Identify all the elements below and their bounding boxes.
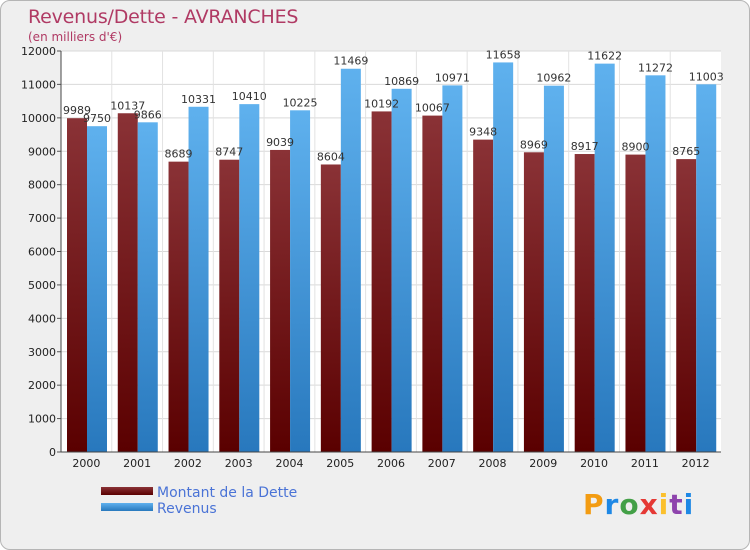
bar-debt-2000 — [67, 118, 87, 452]
bar-debt-2006 — [371, 111, 392, 453]
y-tick-label: 7000 — [28, 212, 56, 225]
logo-letter: r — [604, 488, 620, 521]
x-tick-label: 2010 — [580, 457, 608, 470]
y-tick-label: 10000 — [21, 112, 56, 125]
data-label-revenue-2012: 11003 — [689, 70, 724, 83]
bar-revenue-2011 — [645, 75, 666, 452]
y-tick-label: 8000 — [28, 179, 56, 192]
legend-label-debt: Montant de la Dette — [157, 485, 298, 501]
logo-letter: i — [658, 488, 670, 521]
bar-debt-2005 — [320, 164, 341, 452]
bar-revenue-2005 — [340, 68, 361, 452]
x-tick-label: 2005 — [326, 457, 354, 470]
bar-debt-2007 — [422, 115, 443, 452]
x-tick-label: 2002 — [174, 457, 202, 470]
data-label-debt-2004: 9039 — [266, 136, 294, 149]
data-label-revenue-2004: 10225 — [283, 96, 318, 109]
y-tick-label: 1000 — [28, 413, 56, 426]
data-label-revenue-2006: 10869 — [384, 75, 419, 88]
bar-revenue-2008 — [493, 62, 514, 453]
x-tick-label: 2008 — [479, 457, 507, 470]
bar-debt-2011 — [625, 154, 646, 452]
x-tick-label: 2004 — [275, 457, 303, 470]
bar-debt-2004 — [270, 149, 291, 452]
bar-revenue-2010 — [594, 63, 615, 452]
proxiti-logo: Proxiti — [583, 488, 694, 521]
bar-revenue-2007 — [442, 85, 463, 453]
data-label-revenue-2011: 11272 — [638, 61, 673, 74]
bar-revenue-2001 — [137, 122, 158, 453]
data-label-revenue-2007: 10971 — [435, 71, 470, 84]
bar-debt-2003 — [219, 159, 240, 453]
x-tick-label: 2003 — [225, 457, 253, 470]
x-tick-label: 2000 — [72, 457, 100, 470]
data-label-revenue-2000: 9750 — [83, 112, 111, 125]
logo-letter: o — [619, 488, 640, 521]
bar-debt-2008 — [473, 139, 494, 452]
y-tick-label: 12000 — [21, 45, 56, 58]
y-tick-label: 6000 — [28, 246, 56, 259]
logo-letter: P — [583, 488, 605, 521]
data-label-debt-2010: 8917 — [571, 140, 599, 153]
bar-revenue-2002 — [188, 106, 209, 453]
bar-revenue-2003 — [239, 104, 260, 452]
data-label-debt-2002: 8689 — [165, 148, 193, 161]
logo-letter: t — [669, 488, 684, 521]
data-label-debt-2011: 8900 — [621, 141, 649, 154]
data-label-debt-2009: 8969 — [520, 138, 548, 151]
y-tick-label: 11000 — [21, 78, 56, 91]
x-tick-label: 2007 — [428, 457, 456, 470]
legend-label-revenue: Revenus — [157, 501, 217, 517]
bar-revenue-2012 — [696, 84, 717, 453]
data-label-revenue-2010: 11622 — [587, 50, 622, 63]
legend-swatch-revenue — [101, 503, 153, 511]
data-label-debt-2008: 9348 — [469, 126, 497, 139]
y-tick-label: 2000 — [28, 379, 56, 392]
x-tick-label: 2006 — [377, 457, 405, 470]
y-tick-label: 4000 — [28, 312, 56, 325]
data-label-debt-2001: 10137 — [110, 99, 145, 112]
y-tick-label: 3000 — [28, 346, 56, 359]
bar-debt-2009 — [523, 152, 544, 452]
data-label-revenue-2009: 10962 — [536, 72, 571, 85]
data-label-revenue-2002: 10331 — [181, 93, 216, 106]
data-label-debt-2000: 9989 — [63, 104, 91, 117]
x-tick-label: 2012 — [682, 457, 710, 470]
logo-letter: i — [683, 488, 695, 521]
data-label-debt-2006: 10192 — [364, 97, 399, 110]
legend-swatch-debt — [101, 487, 153, 495]
data-label-debt-2007: 10067 — [415, 102, 450, 115]
logo-letter: x — [639, 488, 659, 521]
data-label-revenue-2005: 11469 — [333, 55, 368, 68]
x-tick-label: 2009 — [529, 457, 557, 470]
bar-debt-2012 — [676, 159, 697, 453]
bar-debt-2002 — [168, 161, 189, 452]
y-tick-label: 9000 — [28, 145, 56, 158]
x-tick-label: 2001 — [123, 457, 151, 470]
y-tick-label: 5000 — [28, 279, 56, 292]
data-label-debt-2003: 8747 — [215, 146, 243, 159]
bar-revenue-2009 — [543, 85, 564, 453]
data-label-revenue-2003: 10410 — [232, 90, 267, 103]
x-tick-label: 2011 — [631, 457, 659, 470]
data-label-debt-2012: 8765 — [672, 145, 700, 158]
data-label-revenue-2001: 9866 — [134, 108, 162, 121]
bar-debt-2010 — [574, 154, 595, 452]
data-label-revenue-2008: 11658 — [486, 48, 521, 61]
bar-revenue-2006 — [391, 88, 412, 452]
chart-title: Revenus/Dette - AVRANCHES — [28, 6, 299, 28]
y-tick-label: 0 — [49, 446, 56, 459]
chart-subtitle: (en milliers d'€) — [28, 30, 123, 44]
bar-revenue-2004 — [290, 110, 311, 453]
data-label-debt-2005: 8604 — [317, 150, 345, 163]
bar-debt-2001 — [117, 113, 138, 452]
bar-revenue-2000 — [87, 126, 107, 452]
